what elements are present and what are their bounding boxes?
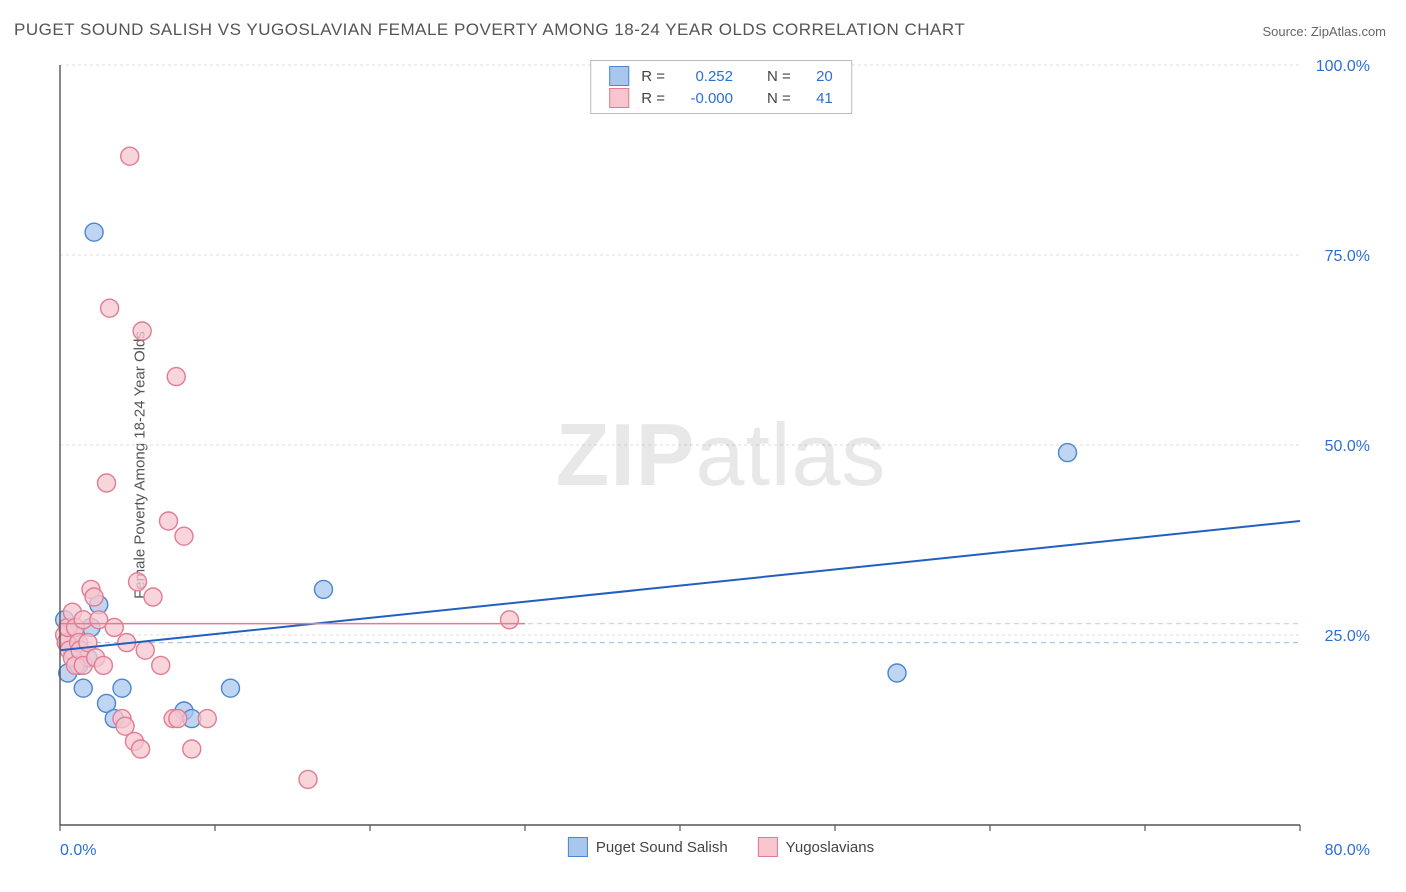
series-name: Puget Sound Salish xyxy=(596,839,728,856)
r-label: R = xyxy=(635,87,671,109)
scatter-point xyxy=(152,656,170,674)
legend-row: R =0.252 N =20 xyxy=(603,65,839,87)
x-tick-label: 0.0% xyxy=(60,842,96,859)
scatter-point xyxy=(144,588,162,606)
scatter-point xyxy=(198,710,216,728)
scatter-point xyxy=(105,618,123,636)
series-legend-item: Puget Sound Salish xyxy=(568,837,728,857)
scatter-point xyxy=(501,611,519,629)
scatter-point xyxy=(167,368,185,386)
y-tick-label: 100.0% xyxy=(1316,58,1370,75)
scatter-point xyxy=(183,740,201,758)
x-tick-label: 80.0% xyxy=(1325,842,1370,859)
y-tick-label: 75.0% xyxy=(1325,248,1370,265)
r-value: 0.252 xyxy=(671,65,739,87)
source-attribution: Source: ZipAtlas.com xyxy=(1262,24,1386,39)
scatter-point xyxy=(132,740,150,758)
scatter-point xyxy=(222,679,240,697)
chart-title: PUGET SOUND SALISH VS YUGOSLAVIAN FEMALE… xyxy=(14,20,965,40)
y-tick-label: 25.0% xyxy=(1325,628,1370,645)
scatter-point xyxy=(299,770,317,788)
scatter-point xyxy=(175,527,193,545)
legend-swatch xyxy=(758,837,778,857)
series-legend: Puget Sound Salish Yugoslavians xyxy=(568,837,874,857)
scatter-point xyxy=(98,474,116,492)
scatter-point xyxy=(74,679,92,697)
plot-area: ZIPatlas 25.0%50.0%75.0%100.0%0.0%80.0% … xyxy=(50,55,1392,875)
legend-swatch xyxy=(609,66,629,86)
scatter-point xyxy=(85,223,103,241)
chart-container: Female Poverty Among 18-24 Year Olds ZIP… xyxy=(14,55,1392,875)
scatter-point xyxy=(136,641,154,659)
n-label: N = xyxy=(761,87,797,109)
scatter-point xyxy=(315,580,333,598)
n-label: N = xyxy=(761,65,797,87)
scatter-point xyxy=(169,710,187,728)
n-value: 20 xyxy=(797,65,839,87)
scatter-point xyxy=(133,322,151,340)
scatter-point xyxy=(101,299,119,317)
legend-swatch xyxy=(609,88,629,108)
scatter-point xyxy=(160,512,178,530)
series-legend-item: Yugoslavians xyxy=(758,837,874,857)
scatter-point xyxy=(1059,444,1077,462)
legend-swatch xyxy=(568,837,588,857)
scatter-point xyxy=(85,588,103,606)
series-name: Yugoslavians xyxy=(786,839,874,856)
scatter-chart-svg: 25.0% 50.0% 75.0% 100.0% 0.0% 80.0% xyxy=(50,55,1392,875)
scatter-point xyxy=(121,147,139,165)
scatter-point xyxy=(129,573,147,591)
correlation-legend: R =0.252 N =20 R =-0.000 N =41 xyxy=(590,60,852,114)
r-label: R = xyxy=(635,65,671,87)
trend-line xyxy=(60,521,1300,650)
scatter-point xyxy=(94,656,112,674)
r-value: -0.000 xyxy=(671,87,739,109)
scatter-point xyxy=(888,664,906,682)
scatter-point xyxy=(113,679,131,697)
n-value: 41 xyxy=(797,87,839,109)
legend-row: R =-0.000 N =41 xyxy=(603,87,839,109)
y-tick-label: 50.0% xyxy=(1325,438,1370,455)
